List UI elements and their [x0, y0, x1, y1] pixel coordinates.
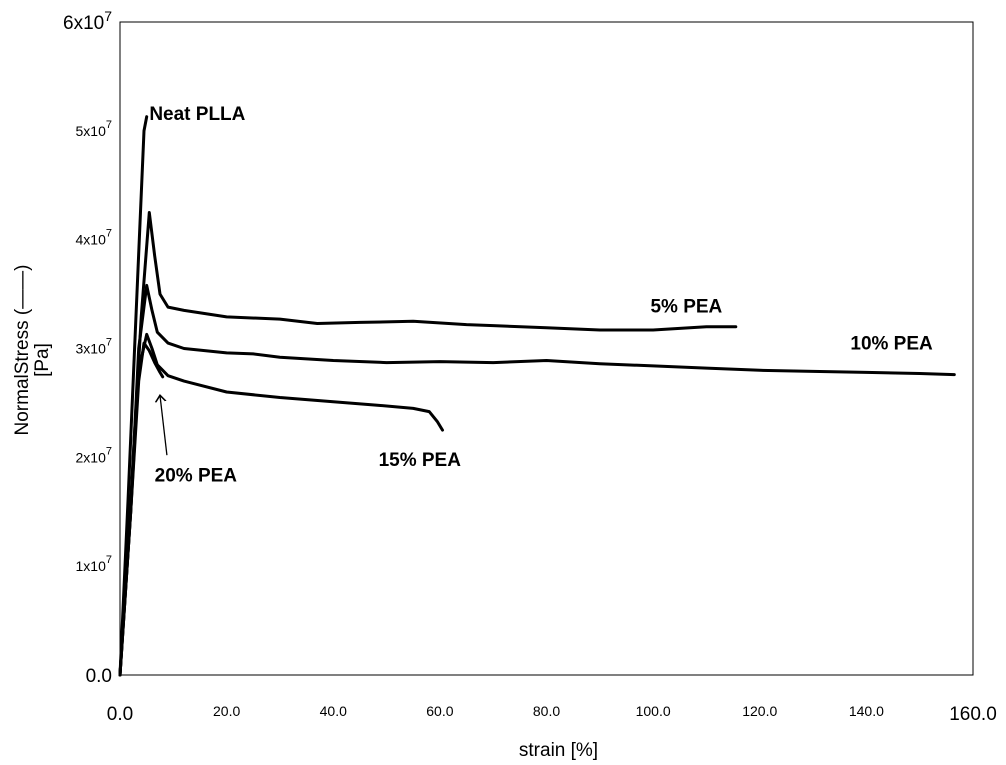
y-axis-title-line1: NormalStress (——) — [12, 264, 33, 435]
x-tick-label: 140.0 — [849, 703, 884, 719]
annotation-arrow — [160, 395, 168, 456]
series-label: 20% PEA — [155, 465, 238, 486]
y-tick-label: 4x107 — [76, 228, 112, 248]
x-tick-label: 20.0 — [213, 703, 240, 719]
y-tick-labels: 0.0 1x107 2x107 3x107 4x107 5x107 6x107 — [63, 8, 112, 687]
x-tick-label: 60.0 — [426, 703, 453, 719]
x-tick-label: 40.0 — [320, 703, 347, 719]
y-tick-label: 1x107 — [76, 554, 112, 574]
y-tick-label: 3x107 — [76, 337, 112, 357]
series-label: 10% PEA — [850, 334, 933, 355]
x-axis-title: strain [%] — [519, 740, 598, 761]
x-tick-label: 160.0 — [949, 704, 997, 725]
series-line-2 — [118, 283, 956, 677]
x-tick-label: 120.0 — [742, 703, 777, 719]
x-tick-label: 100.0 — [636, 703, 671, 719]
series-layer — [118, 115, 956, 677]
series-line-4 — [118, 341, 165, 677]
y-axis-title: NormalStress (——) [Pa] — [12, 264, 53, 435]
y-tick-label: 5x107 — [76, 119, 112, 139]
annotation-layer: Neat PLLA 5% PEA 10% PEA 15% PEA 20% PEA — [149, 104, 933, 486]
x-tick-label: 80.0 — [533, 703, 560, 719]
plot-area-frame — [119, 21, 974, 676]
y-axis-title-line2: [Pa] — [32, 343, 53, 377]
y-tick-label: 0.0 — [86, 666, 112, 687]
series-line-1 — [118, 211, 738, 677]
series-label: Neat PLLA — [149, 104, 245, 125]
series-line-3 — [118, 332, 444, 677]
y-tick-label: 2x107 — [76, 445, 112, 465]
series-label: 15% PEA — [379, 450, 462, 471]
series-line-0 — [118, 115, 149, 677]
series-label: 5% PEA — [650, 297, 722, 318]
x-tick-label: 0.0 — [107, 704, 133, 725]
x-tick-labels: 0.0 20.0 40.0 60.0 80.0 100.0 120.0 140.0 160.0 — [107, 703, 997, 725]
y-tick-label: 6x107 — [63, 8, 112, 34]
